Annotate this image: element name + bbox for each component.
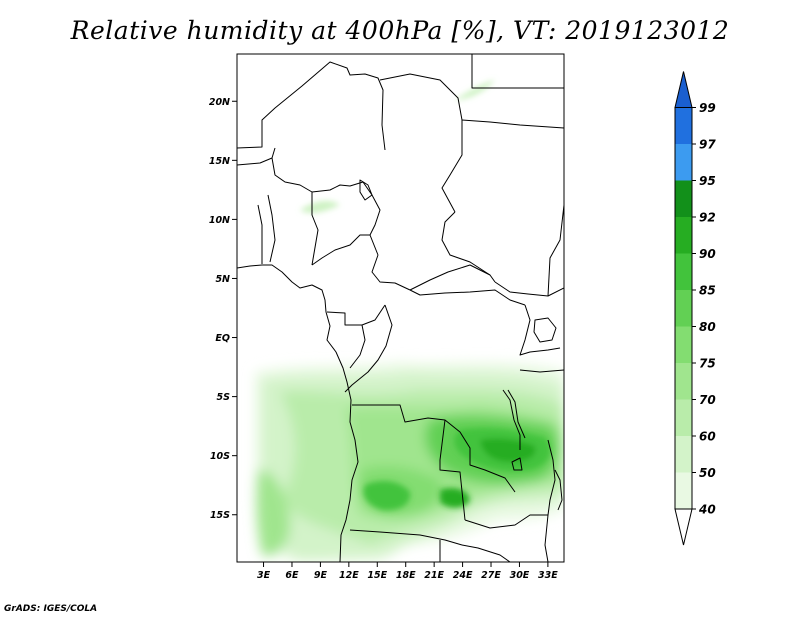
humidity-streak-ne bbox=[455, 80, 495, 100]
border-mali-burkina bbox=[237, 147, 276, 166]
humidity-core-90 bbox=[480, 438, 536, 462]
colorbar-segment bbox=[675, 326, 692, 363]
border-drc-angola bbox=[352, 404, 516, 493]
border-mauritania-mali bbox=[237, 61, 386, 151]
border-congo-drc bbox=[344, 304, 393, 393]
border-chad-sudan bbox=[441, 211, 491, 276]
colorbar-segment bbox=[675, 107, 692, 144]
lat-tick-label: EQ bbox=[215, 333, 230, 344]
map-title: Relative humidity at 400hPa [%], VT: 201… bbox=[70, 16, 730, 45]
lat-tick-label: 10S bbox=[210, 451, 230, 462]
border-angola-zambia bbox=[439, 419, 466, 521]
lake-tanganyika bbox=[502, 389, 526, 450]
latitude-axis: 20N 15N 10N 5N EQ 5S 10S 15S bbox=[209, 97, 237, 521]
border-sudan bbox=[461, 119, 564, 129]
colorbar-segment bbox=[675, 436, 692, 473]
colorbar-segment bbox=[675, 290, 692, 327]
colorbar-label: 95 bbox=[699, 174, 716, 188]
border-ghana bbox=[257, 204, 263, 264]
colorbar-segment bbox=[675, 472, 692, 509]
humidity-streak-north bbox=[300, 200, 340, 213]
lon-tick-label: 24E bbox=[453, 570, 473, 581]
lat-tick-label: 20N bbox=[209, 97, 230, 108]
colorbar-label: 40 bbox=[698, 503, 716, 517]
lon-tick-label: 21E bbox=[424, 570, 444, 581]
humidity-area-coast bbox=[256, 470, 291, 556]
lake-chad bbox=[359, 179, 373, 201]
lake-mweru bbox=[511, 457, 523, 471]
colorbar-label: 75 bbox=[699, 357, 716, 371]
border-chad-car bbox=[409, 264, 496, 291]
border-sudan-south bbox=[494, 281, 564, 297]
border-nigeria-cameroon bbox=[311, 234, 370, 266]
coastline-west-africa bbox=[237, 264, 359, 562]
country-borders bbox=[237, 54, 564, 562]
colorbar-segment bbox=[675, 399, 692, 436]
colorbar-label: 97 bbox=[699, 138, 716, 152]
lat-tick-label: 5N bbox=[215, 274, 230, 285]
colorbar: 40 50 60 70 75 80 85 90 92 95 97 99 bbox=[674, 71, 716, 546]
border-burkina-niger bbox=[271, 157, 364, 193]
border-zambia-mozambique bbox=[544, 439, 556, 562]
colorbar-segment bbox=[675, 217, 692, 254]
colorbar-segment bbox=[675, 144, 692, 181]
colorbar-label: 99 bbox=[699, 101, 716, 115]
border-gabon-congo bbox=[349, 324, 366, 369]
lon-tick-label: 33E bbox=[538, 570, 558, 581]
colorbar-label: 80 bbox=[699, 320, 716, 334]
lat-tick-label: 10N bbox=[209, 215, 230, 226]
colorbar-segment bbox=[675, 180, 692, 217]
border-zambia-south bbox=[464, 514, 548, 529]
colorbar-label: 92 bbox=[699, 211, 716, 225]
lat-tick-label: 5S bbox=[217, 392, 231, 403]
colorbar-min-triangle bbox=[674, 508, 693, 546]
border-botswana bbox=[461, 544, 511, 562]
humidity-core-85b bbox=[363, 480, 411, 511]
colorbar-label: 70 bbox=[699, 393, 716, 407]
border-car-drc bbox=[409, 289, 526, 306]
map-frame bbox=[236, 53, 565, 563]
border-uganda bbox=[519, 304, 561, 356]
border-gabon bbox=[326, 304, 386, 326]
colorbar-segment bbox=[675, 253, 692, 290]
software-credit: GrADS: IGES/COLA bbox=[4, 604, 98, 614]
colorbar-max-triangle bbox=[674, 71, 693, 108]
lat-tick-label: 15N bbox=[209, 156, 230, 167]
colorbar-label: 85 bbox=[699, 284, 716, 298]
lon-tick-label: 15E bbox=[367, 570, 387, 581]
colorbar-segment bbox=[675, 363, 692, 400]
border-tanzania bbox=[519, 369, 564, 373]
lat-tick-label: 15S bbox=[210, 510, 230, 521]
border-nigeria-benin bbox=[311, 192, 319, 266]
lon-tick-label: 18E bbox=[396, 570, 416, 581]
lon-tick-label: 12E bbox=[339, 570, 359, 581]
colorbar-label: 50 bbox=[699, 466, 716, 480]
lon-tick-label: 30E bbox=[510, 570, 530, 581]
lon-tick-label: 9E bbox=[314, 570, 328, 581]
border-benin-togo bbox=[267, 194, 276, 263]
humidity-field bbox=[255, 80, 564, 562]
colorbar-label: 90 bbox=[699, 247, 716, 261]
lake-malawi bbox=[554, 469, 563, 511]
lon-tick-label: 3E bbox=[257, 570, 271, 581]
longitude-axis: 3E 6E 9E 12E 15E 18E 21E 24E 27E 30E 33E bbox=[257, 562, 558, 581]
lon-tick-label: 6E bbox=[285, 570, 299, 581]
border-niger-algeria bbox=[379, 73, 463, 121]
border-niger-chad bbox=[441, 120, 463, 213]
border-niger-nigeria bbox=[362, 181, 381, 256]
border-cameroon-car bbox=[371, 254, 411, 291]
lake-victoria bbox=[533, 317, 557, 343]
lon-tick-label: 27E bbox=[481, 570, 501, 581]
colorbar-label: 60 bbox=[699, 430, 716, 444]
border-libya bbox=[471, 54, 564, 89]
border-south-sudan-ethiopia bbox=[547, 204, 564, 297]
border-angola-namibia bbox=[349, 529, 463, 546]
